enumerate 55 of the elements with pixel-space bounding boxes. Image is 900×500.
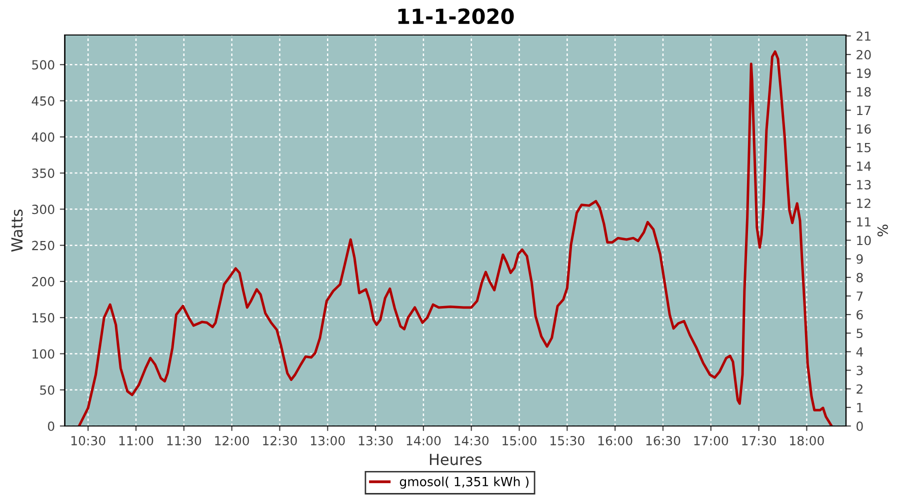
- x-tick-label: 14:00: [406, 436, 441, 446]
- y2-tick-label: 4: [856, 347, 863, 356]
- y2-tick-label: 17: [857, 106, 871, 115]
- x-tick-label: 11:00: [119, 436, 154, 446]
- y-tick-label: 400: [32, 132, 54, 142]
- y-tick-label: 200: [32, 276, 54, 286]
- line-series: [78, 50, 833, 426]
- y-tick-label: 150: [32, 313, 54, 323]
- y2-tick-label: 19: [857, 68, 871, 78]
- x-axis-title: Heures: [430, 454, 482, 466]
- y2-tick-label: 20: [856, 50, 871, 60]
- y2-tick-label: 5: [856, 328, 863, 338]
- y2-tick-label: 18: [857, 87, 871, 97]
- y2-tick-label: 21: [856, 31, 870, 41]
- x-tick-label: 17:30: [742, 436, 776, 446]
- x-tick-label: 12:00: [215, 436, 249, 446]
- y2-tick-label: 14: [857, 162, 871, 171]
- y2-axis-title: %: [877, 224, 888, 236]
- y2-tick-label: 8: [856, 272, 863, 282]
- y-tick-label: 50: [40, 385, 54, 395]
- x-tick-label: 12:30: [263, 436, 297, 446]
- x-tick-label: 13:00: [310, 436, 345, 446]
- x-tick-label: 13:30: [358, 436, 393, 446]
- y-tick-label: 500: [32, 60, 54, 70]
- y2-tick-label: 9: [856, 254, 863, 264]
- y2-tick-label: 12: [857, 198, 870, 208]
- x-tick-label: 17:00: [694, 436, 728, 446]
- y2-tick-label: 3: [856, 366, 863, 376]
- chart-title: 11-1-2020: [398, 8, 514, 24]
- y2-tick-label: 13: [857, 180, 871, 190]
- x-tick-label: 14:30: [454, 436, 489, 446]
- y2-tick-label: 10: [857, 236, 871, 246]
- x-tick-label: 18:00: [790, 436, 824, 446]
- y2-tick-label: 7: [856, 292, 863, 301]
- y2-tick-label: 16: [857, 124, 871, 134]
- x-tick-label: 16:00: [598, 436, 632, 446]
- y-axis-title: Watts: [11, 210, 23, 252]
- x-tick-label: 11:30: [167, 436, 202, 446]
- y-tick-label: 350: [32, 168, 54, 178]
- x-tick-label: 10:30: [71, 436, 106, 446]
- y2-tick-label: 1: [857, 403, 863, 412]
- y2-tick-label: 6: [856, 310, 863, 320]
- x-tick-label: 15:00: [502, 436, 536, 446]
- y-tick-label: 0: [48, 421, 54, 431]
- x-tick-label: 15:30: [550, 436, 584, 446]
- x-tick-label: 16:30: [646, 436, 680, 446]
- legend-label: gmosol( 1,351 kWh ): [400, 476, 528, 489]
- y2-tick-label: 2: [856, 384, 862, 394]
- y-tick-label: 450: [32, 96, 54, 106]
- y2-tick-label: 11: [857, 217, 870, 226]
- y-tick-label: 300: [32, 204, 54, 214]
- y-tick-label: 100: [32, 349, 54, 359]
- y2-tick-label: 0: [856, 421, 863, 431]
- y2-tick-label: 15: [857, 143, 871, 152]
- y-tick-label: 250: [32, 240, 54, 250]
